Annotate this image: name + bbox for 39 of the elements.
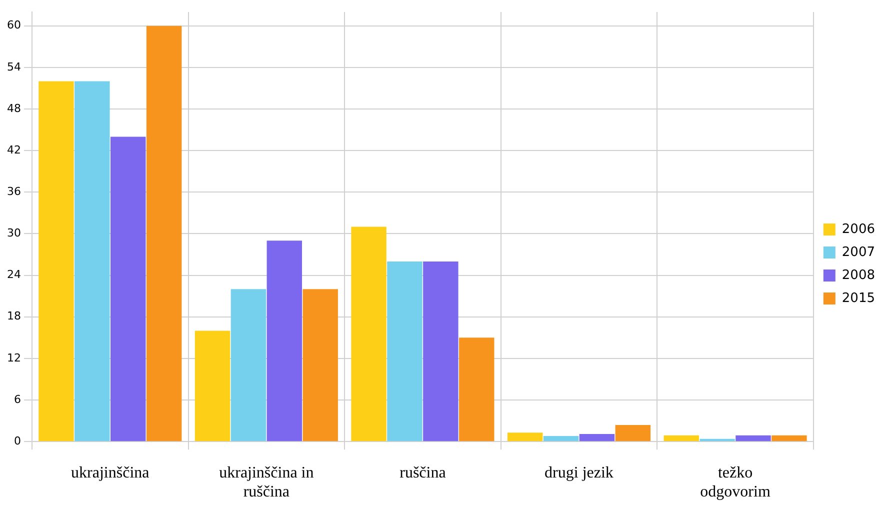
bar	[459, 338, 494, 442]
bar	[194, 330, 230, 442]
y-tick-label: 24	[6, 268, 21, 282]
bar	[351, 226, 386, 442]
bar	[110, 136, 146, 442]
bar	[664, 435, 699, 442]
bar	[772, 435, 807, 442]
y-tick-label: 36	[6, 185, 21, 198]
x-tick-label: drugi jezik	[544, 464, 614, 482]
bar	[302, 289, 338, 442]
bar	[615, 424, 651, 442]
bar	[230, 289, 266, 442]
bar	[736, 435, 771, 442]
legend-label: 2007	[842, 244, 876, 260]
y-tick-label: 54	[6, 60, 21, 74]
y-tick-label: 60	[6, 18, 21, 32]
bar	[423, 261, 458, 442]
x-tick-label: ukrajinščina in ruščina	[219, 464, 314, 501]
bar	[507, 432, 543, 442]
x-tick-label: težko odgovorim	[700, 464, 771, 501]
y-tick-label: 12	[6, 351, 21, 364]
bar	[74, 81, 110, 442]
y-tick-label: 48	[6, 102, 21, 115]
bar	[579, 434, 615, 442]
bar	[266, 240, 302, 442]
y-tick-label: 18	[6, 310, 21, 323]
x-tick-label: ukrajinščina	[71, 464, 150, 482]
bar	[38, 81, 74, 442]
y-tick-label: 30	[6, 226, 21, 240]
legend-label: 2008	[842, 268, 876, 283]
y-tick-label: 42	[6, 143, 21, 156]
bar	[146, 26, 182, 442]
y-tick-label: 6	[14, 392, 21, 406]
x-tick-label: ruščina	[400, 464, 446, 482]
bar	[543, 436, 579, 442]
bar	[387, 261, 422, 442]
legend-label: 2006	[842, 222, 876, 237]
y-tick-label: 0	[14, 434, 21, 448]
legend-label: 2015	[842, 290, 876, 306]
